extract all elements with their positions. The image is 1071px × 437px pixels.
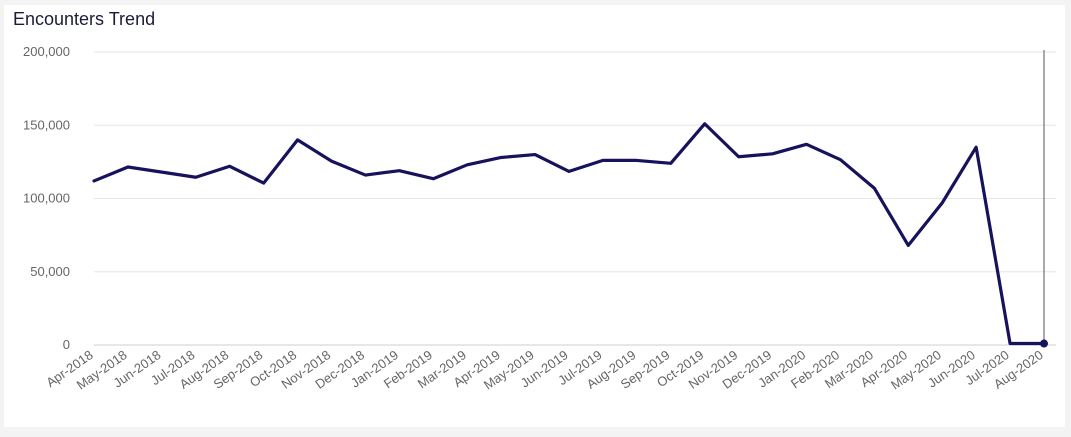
y-tick-label: 150,000 bbox=[23, 117, 70, 132]
y-tick-label: 0 bbox=[63, 337, 70, 352]
data-point bbox=[805, 142, 809, 146]
data-point bbox=[872, 186, 876, 190]
data-point bbox=[160, 170, 164, 174]
data-point bbox=[397, 169, 401, 173]
y-tick-label: 50,000 bbox=[30, 264, 70, 279]
data-point bbox=[194, 175, 198, 179]
data-point bbox=[771, 152, 775, 156]
data-point bbox=[567, 169, 571, 173]
line-chart: 050,000100,000150,000200,000Apr-2018May-… bbox=[23, 44, 1056, 393]
chart-card: Encounters Trend 0 50,000 100,000 150,000 20… bbox=[4, 5, 1065, 427]
data-point bbox=[601, 158, 605, 162]
series-line bbox=[92, 122, 1046, 346]
data-point bbox=[737, 155, 741, 159]
data-point bbox=[465, 163, 469, 167]
data-point bbox=[330, 159, 334, 163]
data-point bbox=[533, 153, 537, 157]
data-point bbox=[499, 155, 503, 159]
data-point bbox=[669, 161, 673, 165]
chart-title: Encounters Trend bbox=[13, 9, 156, 29]
data-point bbox=[838, 158, 842, 162]
data-point bbox=[940, 201, 944, 205]
data-point bbox=[363, 173, 367, 177]
data-point bbox=[228, 164, 232, 168]
data-point bbox=[635, 158, 639, 162]
data-point bbox=[974, 145, 978, 149]
data-point bbox=[431, 177, 435, 181]
y-tick-label: 100,000 bbox=[23, 191, 70, 206]
data-point bbox=[703, 122, 707, 126]
data-point bbox=[126, 165, 130, 169]
data-point bbox=[906, 243, 910, 247]
highlighted-data-point bbox=[1040, 339, 1048, 348]
data-point bbox=[1008, 342, 1012, 346]
y-tick-label: 200,000 bbox=[23, 44, 70, 59]
data-point bbox=[296, 138, 300, 142]
data-point bbox=[262, 181, 266, 185]
data-point bbox=[92, 179, 96, 183]
